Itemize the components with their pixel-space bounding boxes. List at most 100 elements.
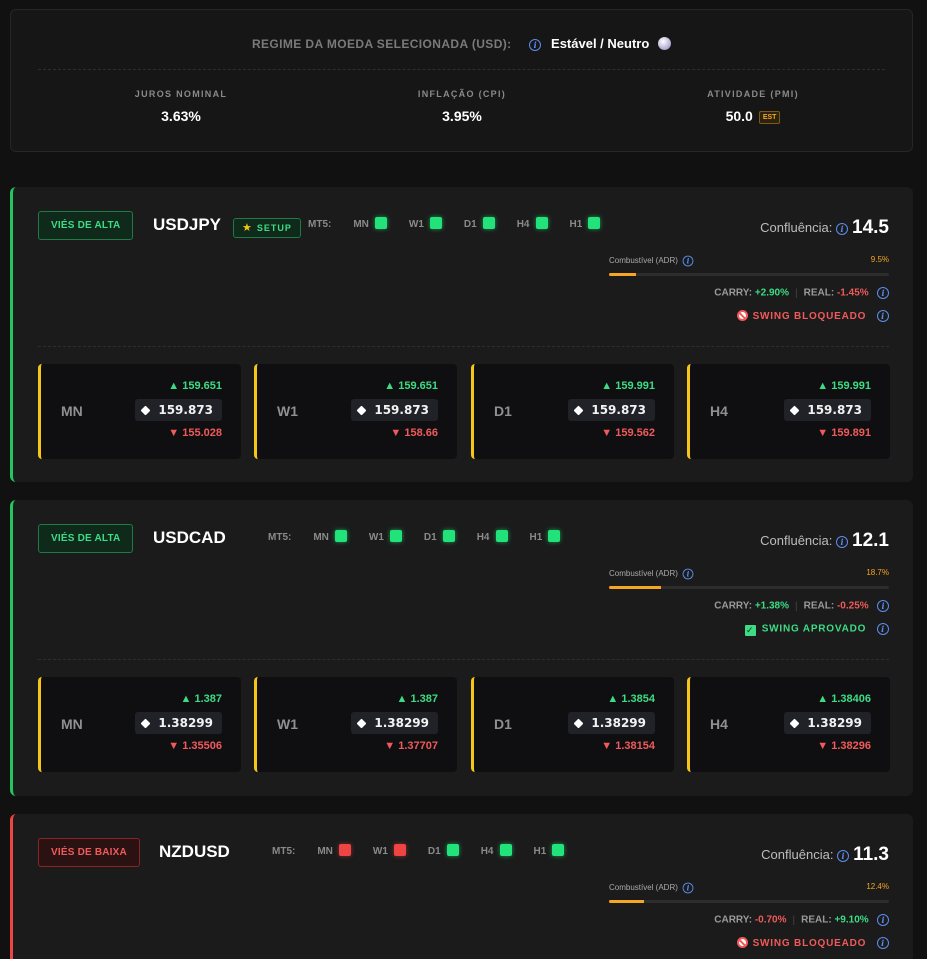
real-label: REAL:	[803, 600, 835, 612]
bias-badge: VIÉS DE BAIXA	[38, 838, 140, 867]
current-price: 1.38299	[351, 712, 438, 734]
high-level: ▲ 1.387	[180, 693, 222, 705]
regime-info-icon[interactable]: i	[529, 38, 542, 51]
timeframe-box-w1[interactable]: W1 ▲ 159.651 159.873 ▼ 158.66	[254, 364, 457, 459]
pair-symbol[interactable]: USDCAD	[153, 528, 226, 547]
setup-badge[interactable]: ★ SETUP	[233, 218, 301, 238]
diamond-icon	[140, 718, 151, 729]
current-price-value: 159.873	[158, 403, 213, 417]
current-price-value: 159.873	[374, 403, 429, 417]
confluence-label: Confluência:	[761, 847, 834, 862]
trend-up-indicator	[499, 844, 512, 856]
real-value: -0.25%	[836, 600, 869, 612]
timeframe-box-mn[interactable]: MN ▲ 159.651 159.873 ▼ 155.028	[38, 364, 241, 459]
mt5-label: MT5:	[272, 846, 296, 857]
timeframe-name: D1	[494, 403, 512, 419]
swing-info-icon[interactable]: i	[877, 937, 889, 950]
pair-card-usdjpy: VIÉS DE ALTA USDJPY ★ SETUP MT5: MN W1 D1 H4 H1 Co…	[10, 187, 913, 482]
carry-real-row: CARRY: -0.70% | REAL: +9.10% i	[714, 914, 889, 926]
blocked-icon	[736, 937, 748, 948]
confluence-value: 12.1	[852, 530, 889, 551]
fuel-progress-fill	[609, 900, 644, 903]
high-level: ▲ 159.651	[168, 380, 222, 392]
stat-value: 3.63%	[161, 108, 201, 124]
diamond-icon	[573, 718, 584, 729]
fuel-label-row: Combustível (ADR) i	[609, 882, 889, 894]
mt5-timeframe-label: MN	[353, 219, 369, 230]
fuel-progress-bar	[609, 586, 889, 589]
carry-label: CARRY:	[714, 600, 753, 612]
pair-symbol[interactable]: USDJPY	[153, 215, 222, 234]
diamond-icon	[789, 405, 800, 416]
current-price: 1.38299	[784, 712, 871, 734]
fuel-info-icon[interactable]: i	[682, 882, 694, 894]
high-level: ▲ 159.651	[384, 380, 438, 392]
fuel-value: 9.5%	[870, 255, 889, 264]
mt5-timeframe-label: D1	[423, 532, 437, 543]
swing-info-icon[interactable]: i	[877, 310, 889, 323]
swing-status: ✓ SWING APROVADO i	[744, 623, 889, 636]
swing-status-label: SWING BLOQUEADO	[752, 938, 867, 949]
mt5-timeframe-label: H1	[533, 846, 547, 857]
stat-value: 3.95%	[442, 108, 482, 124]
fuel-label-row: Combustível (ADR) i	[609, 568, 889, 580]
carry-info-icon[interactable]: i	[877, 600, 889, 612]
bias-badge: VIÉS DE ALTA	[38, 211, 134, 240]
confluence-score: Confluência: i 12.1	[760, 530, 889, 552]
timeframe-box-d1[interactable]: D1 ▲ 159.991 159.873 ▼ 159.562	[471, 364, 674, 459]
fuel-info-icon[interactable]: i	[682, 568, 694, 580]
carry-info-icon[interactable]: i	[877, 287, 889, 299]
fuel-progress-fill	[609, 586, 662, 589]
fuel-adr-meter: Combustível (ADR) i 18.7%	[609, 568, 889, 589]
star-icon: ★	[242, 222, 253, 234]
current-price-value: 159.873	[591, 403, 646, 417]
timeframe-name: H4	[710, 403, 728, 419]
divider	[38, 346, 889, 347]
high-level: ▲ 159.991	[601, 380, 655, 392]
confluence-info-icon[interactable]: i	[837, 849, 850, 862]
timeframe-box-w1[interactable]: W1 ▲ 1.387 1.38299 ▼ 1.37707	[254, 677, 457, 772]
trend-up-indicator	[442, 530, 455, 542]
timeframe-name: H4	[710, 716, 728, 732]
timeframe-box-d1[interactable]: D1 ▲ 1.3854 1.38299 ▼ 1.38154	[471, 677, 674, 772]
fuel-adr-meter: Combustível (ADR) i 12.4%	[609, 882, 889, 903]
trend-down-indicator	[338, 844, 351, 856]
fuel-label: Combustível (ADR)	[609, 883, 678, 893]
current-price: 1.38299	[135, 712, 222, 734]
current-price: 159.873	[568, 399, 655, 421]
swing-status-label: SWING APROVADO	[761, 623, 867, 635]
confluence-info-icon[interactable]: i	[836, 222, 849, 235]
timeframe-name: W1	[277, 716, 298, 732]
timeframe-box-h4[interactable]: H4 ▲ 1.38406 1.38299 ▼ 1.38296	[687, 677, 890, 772]
blocked-icon	[736, 310, 748, 321]
current-price: 1.38299	[568, 712, 655, 734]
timeframe-levels-row: MN ▲ 1.387 1.38299 ▼ 1.35506 W1 ▲ 1.387 1.3829…	[38, 677, 890, 772]
swing-info-icon[interactable]: i	[877, 623, 889, 635]
carry-label: CARRY:	[714, 914, 753, 926]
low-level: ▼ 1.37707	[384, 740, 438, 752]
timeframe-box-mn[interactable]: MN ▲ 1.387 1.38299 ▼ 1.35506	[38, 677, 241, 772]
carry-info-icon[interactable]: i	[877, 914, 889, 926]
mt5-timeframe-label: H4	[476, 532, 490, 543]
trend-up-indicator	[446, 844, 459, 856]
timeframe-box-h4[interactable]: H4 ▲ 159.991 159.873 ▼ 159.891	[687, 364, 890, 459]
regime-label: REGIME DA MOEDA SELECIONADA (USD):	[251, 37, 512, 51]
mt5-timeframe-label: W1	[368, 532, 384, 543]
estimate-badge: EST	[758, 111, 781, 124]
stat-nominal-rate: JUROS NOMINAL 3.63%	[81, 89, 281, 124]
current-price: 159.873	[135, 399, 222, 421]
trend-up-indicator	[482, 217, 495, 229]
pair-card-usdcad: VIÉS DE ALTA USDCAD MT5: MN W1 D1 H4 H1 Confluên…	[10, 500, 913, 796]
confluence-info-icon[interactable]: i	[836, 535, 849, 548]
mt5-timeframe-label: H1	[569, 219, 583, 230]
setup-label: SETUP	[256, 223, 292, 233]
fuel-progress-fill	[609, 273, 636, 276]
stat-inflation: INFLAÇÃO (CPI) 3.95%	[362, 89, 562, 124]
trend-up-indicator	[429, 217, 442, 229]
regime-header: REGIME DA MOEDA SELECIONADA (USD): i Est…	[11, 36, 912, 51]
pair-symbol[interactable]: NZDUSD	[159, 842, 230, 861]
mt5-timeframe-label: H1	[529, 532, 543, 543]
regime-value: Estável / Neutro	[551, 36, 650, 51]
stat-label: ATIVIDADE (PMI)	[707, 89, 799, 99]
fuel-info-icon[interactable]: i	[682, 255, 694, 267]
